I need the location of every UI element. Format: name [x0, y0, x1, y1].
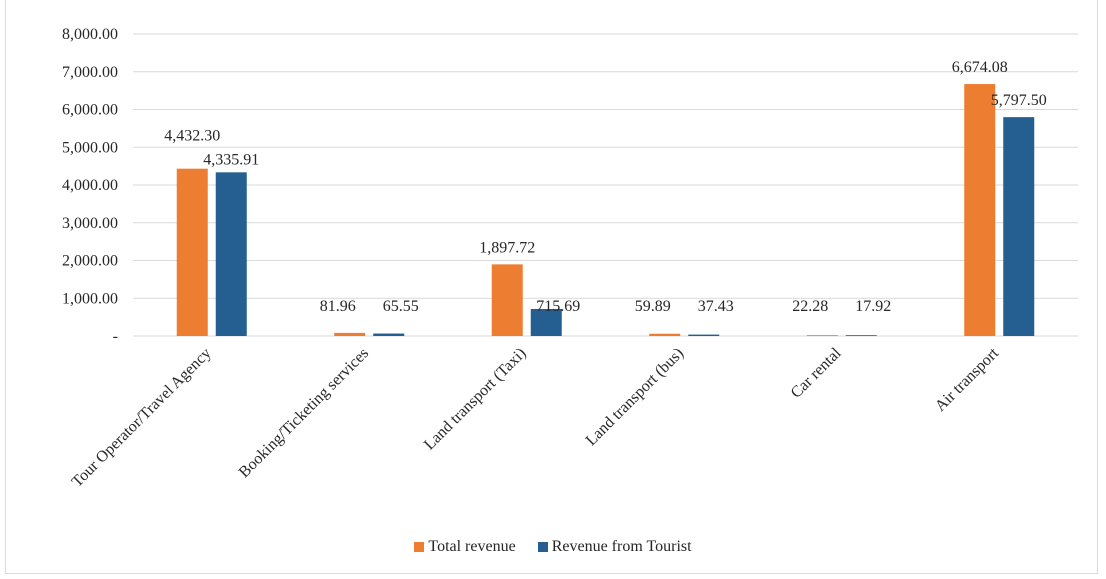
x-category-label: Land transport (Taxi): [421, 345, 530, 454]
x-category-label: Car rental: [788, 344, 845, 401]
y-axis-tick-labels: - 1,000.00 2,000.00 3,000.00 4,000.00 5,000.0…: [62, 26, 118, 345]
y-tick-label: 5,000.00: [62, 139, 118, 156]
chart-frame: - 1,000.00 2,000.00 3,000.00 4,000.00 5,000.0…: [5, 0, 1098, 574]
bar-revenue-from-tourist: [845, 335, 877, 336]
bar-revenue-from-tourist: [688, 334, 720, 336]
y-tick-label: 6,000.00: [62, 102, 118, 119]
legend-label-revenue-from-tourist: Revenue from Tourist: [551, 538, 692, 555]
data-label-total-revenue: 22.28: [792, 298, 828, 315]
bar-total-revenue: [649, 333, 681, 336]
legend-item-revenue-from-tourist: Revenue from Tourist: [537, 538, 692, 556]
data-label-total-revenue: 59.89: [635, 298, 671, 315]
bar-revenue-from-tourist: [373, 333, 405, 336]
y-tick-label: 7,000.00: [62, 64, 118, 81]
data-label-total-revenue: 81.96: [320, 298, 356, 315]
x-category-label: Land transport (bus): [583, 345, 687, 449]
x-category-label: Booking/Ticketing services: [236, 345, 372, 481]
data-label-revenue-from-tourist: 65.55: [383, 298, 419, 315]
gridlines: [133, 33, 1078, 337]
data-label-revenue-from-tourist: 5,797.50: [991, 92, 1047, 109]
y-tick-label: 3,000.00: [62, 215, 118, 232]
y-tick-label: 1,000.00: [62, 290, 118, 307]
data-label-revenue-from-tourist: 4,335.91: [203, 151, 259, 168]
bar-revenue-from-tourist: [215, 172, 247, 336]
data-label-total-revenue: 1,897.72: [479, 239, 535, 256]
bar-total-revenue: [334, 332, 366, 336]
bar-chart: - 1,000.00 2,000.00 3,000.00 4,000.00 5,000.0…: [62, 26, 1078, 491]
bar-total-revenue: [176, 168, 208, 336]
bar-total-revenue: [491, 264, 523, 336]
data-label-total-revenue: 4,432.30: [164, 128, 220, 145]
x-category-label: Tour Operator/Travel Agency: [69, 345, 215, 491]
legend: Total revenue Revenue from Tourist: [0, 537, 1106, 557]
y-tick-label: 8,000.00: [62, 26, 118, 43]
bar-total-revenue: [964, 84, 996, 336]
legend-item-total-revenue: Total revenue: [414, 538, 516, 556]
bar-revenue-from-tourist: [1003, 117, 1035, 336]
y-tick-label: -: [113, 328, 118, 345]
bars: [176, 84, 1035, 336]
data-label-total-revenue: 6,674.08: [952, 59, 1008, 76]
data-labels: 4,432.30 4,335.91 81.96 65.55 1,897.72 715.69…: [164, 59, 1047, 315]
data-label-revenue-from-tourist: 37.43: [698, 298, 734, 315]
data-label-revenue-from-tourist: 17.92: [855, 298, 891, 315]
data-label-revenue-from-tourist: 715.69: [536, 298, 580, 315]
legend-swatch-revenue-from-tourist: [537, 542, 548, 552]
legend-swatch-total-revenue: [414, 542, 425, 552]
y-tick-label: 4,000.00: [62, 177, 118, 194]
bar-total-revenue: [806, 335, 838, 336]
x-category-label: Air transport: [932, 344, 1003, 415]
legend-label-total-revenue: Total revenue: [428, 538, 516, 555]
y-tick-label: 2,000.00: [62, 253, 118, 270]
bar-revenue-from-tourist: [530, 308, 562, 336]
x-axis-category-labels: Tour Operator/Travel Agency Booking/Ticke…: [69, 344, 1003, 490]
